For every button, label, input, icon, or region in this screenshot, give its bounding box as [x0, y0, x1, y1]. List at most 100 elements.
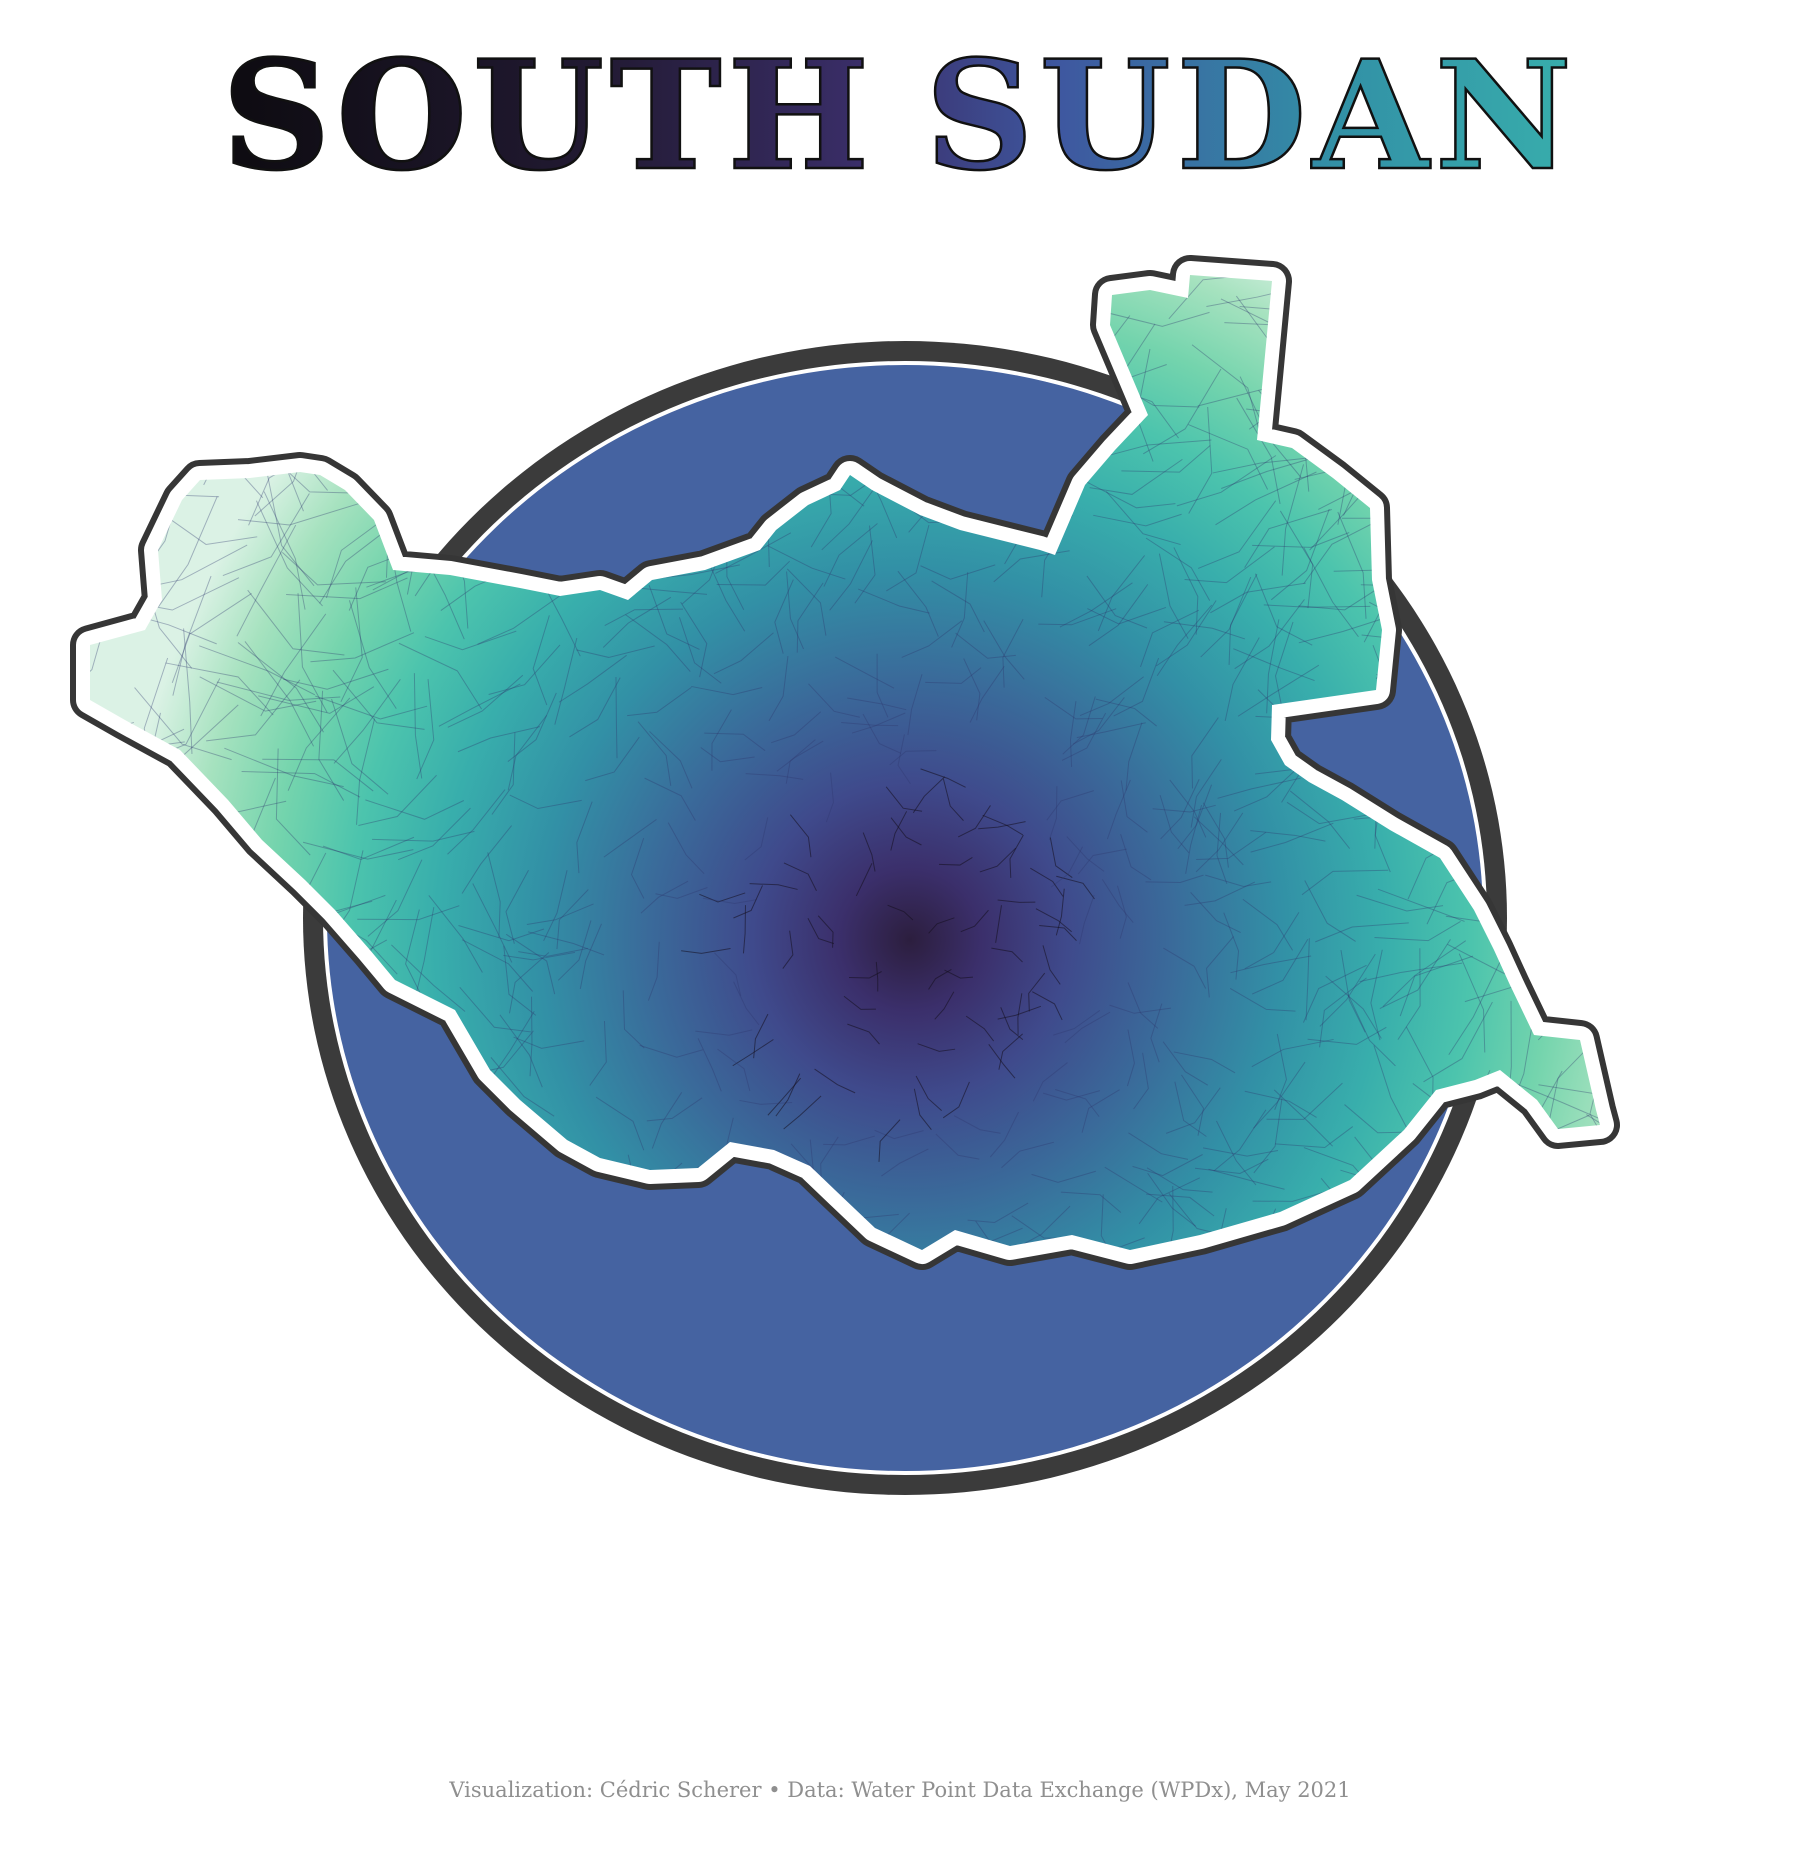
cell-edge	[565, 306, 690, 324]
cell-edge	[978, 821, 1026, 830]
cell-edge	[1230, 955, 1312, 974]
cell-edge	[90, 401, 152, 497]
cell-edge	[416, 679, 435, 780]
cell-edge	[717, 1048, 751, 1092]
cell-edge	[1202, 1147, 1279, 1157]
cell-edge	[90, 937, 143, 970]
cell-edge	[461, 825, 513, 894]
cell-edge	[1347, 993, 1396, 1067]
cell-edge	[340, 587, 363, 703]
cell-edge	[1009, 834, 1024, 878]
cell-edge	[205, 1039, 251, 1151]
cell-edge	[776, 740, 824, 772]
cell-edge	[157, 496, 218, 608]
cell-edge	[1274, 621, 1294, 715]
cell-edge	[1325, 975, 1382, 1039]
cell-edge	[172, 575, 212, 696]
cell-edge	[505, 933, 556, 995]
cell-edge	[1056, 875, 1095, 900]
cell-edge	[260, 613, 327, 717]
cell-edge	[90, 837, 154, 893]
cell-edge	[878, 1119, 901, 1162]
cell-edge	[1244, 1090, 1317, 1118]
cell-edge	[1304, 880, 1356, 942]
cell-edge	[847, 697, 907, 711]
cell-edge	[1593, 746, 1600, 845]
cell-edge	[1385, 332, 1469, 428]
cell-edge	[241, 771, 361, 798]
cell-edge	[893, 303, 1008, 334]
cell-edge	[121, 377, 214, 463]
cell-edge	[817, 915, 834, 948]
cell-edge	[1100, 1194, 1116, 1250]
cell-edge	[829, 540, 873, 611]
cell-edge	[862, 713, 902, 754]
cell-edge	[1126, 1029, 1135, 1087]
cell-edge	[1398, 275, 1498, 342]
cell-edge	[1030, 867, 1064, 897]
cell-edge	[490, 1011, 535, 1079]
cell-edge	[782, 930, 794, 969]
cell-edge	[1093, 513, 1182, 527]
cell-edge	[700, 747, 755, 763]
cell-edge	[1002, 619, 1024, 688]
cell-edge	[90, 1054, 116, 1142]
cell-edge	[942, 1081, 970, 1119]
cell-edge	[90, 1094, 103, 1116]
cell-edge	[1279, 510, 1314, 609]
cell-edge	[90, 331, 123, 437]
cell-edge	[953, 1115, 1001, 1134]
cell-edge	[1250, 830, 1326, 842]
cell-edge	[1487, 488, 1578, 571]
cell-edge	[713, 632, 774, 675]
cell-edge	[997, 1005, 1042, 1020]
cell-edge	[768, 656, 789, 722]
cell-edge	[1185, 804, 1203, 874]
cell-edge	[90, 1119, 187, 1145]
cell-edge	[503, 951, 576, 961]
cell-edge	[876, 653, 889, 718]
cell-edge	[332, 669, 425, 730]
cell-edge	[1397, 948, 1421, 1040]
cell-edge	[181, 1126, 292, 1157]
cell-edge	[767, 545, 846, 580]
cell-edge	[164, 1023, 203, 1143]
cell-edge	[1127, 982, 1159, 1029]
cell-edge	[942, 778, 964, 821]
cell-edge	[1017, 993, 1023, 1035]
cell-edge	[507, 692, 557, 762]
cell-edge	[823, 1135, 875, 1146]
cell-edge	[1055, 888, 1065, 936]
cell-edge	[649, 731, 693, 789]
cell-edge	[222, 952, 311, 1022]
cell-edge	[509, 952, 550, 1014]
cell-edge	[630, 837, 645, 899]
cell-edge	[350, 1237, 397, 1250]
cell-edge	[159, 851, 262, 917]
title-word-2: SUDAN	[925, 40, 1578, 204]
cell-edge	[821, 480, 881, 551]
cell-edge	[318, 690, 345, 801]
cell-edge	[1106, 779, 1131, 840]
cell-edge	[889, 750, 937, 766]
cell-edge	[222, 493, 310, 577]
cell-edge	[310, 632, 415, 663]
title: SOUTH SUDAN	[0, 40, 1800, 210]
cell-edge	[874, 1129, 924, 1140]
cell-edge	[1104, 1166, 1163, 1203]
cell-edge	[1146, 1193, 1215, 1217]
cell-edge	[487, 852, 501, 938]
cell-edge	[1188, 424, 1269, 490]
cell-edge	[168, 1159, 270, 1228]
cell-edge	[1337, 511, 1367, 619]
cell-edge	[1537, 382, 1589, 499]
cell-edge	[835, 656, 895, 689]
cell-edge	[1088, 584, 1149, 647]
cell-edge	[1538, 1075, 1600, 1097]
cell-edge	[1200, 1208, 1227, 1250]
cell-edge	[367, 859, 423, 937]
cell-edge	[558, 654, 627, 703]
cell-edge	[205, 1112, 292, 1202]
cell-edge	[1156, 600, 1217, 667]
cell-edge	[1062, 696, 1096, 755]
